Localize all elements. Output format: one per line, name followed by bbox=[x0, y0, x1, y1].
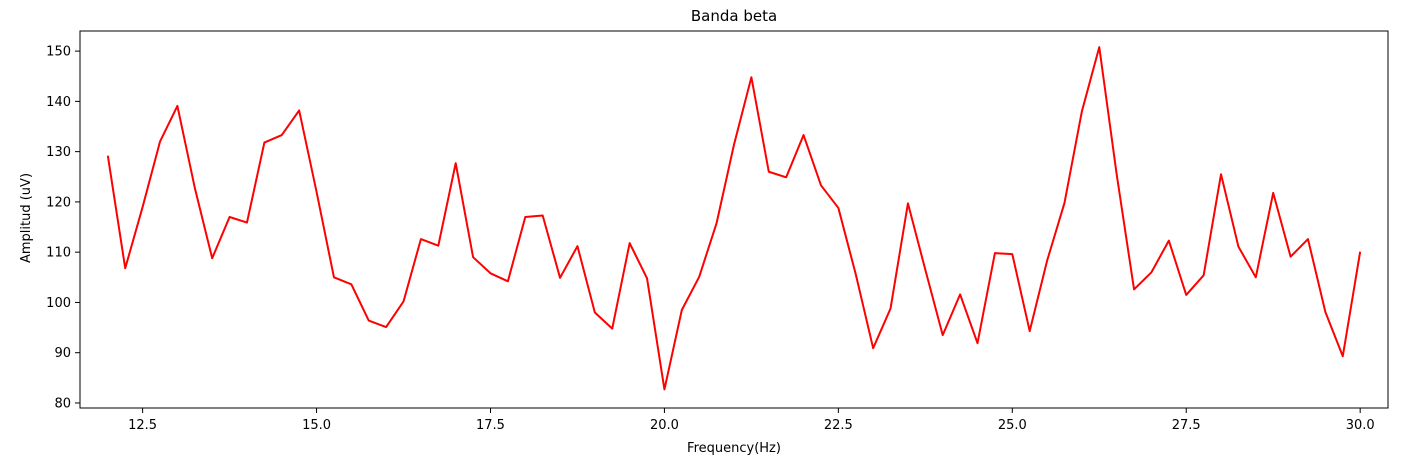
y-axis: 80 90 100 110 120 130 140 150 bbox=[46, 45, 80, 411]
x-tick-label: 27.5 bbox=[1172, 418, 1201, 433]
x-tick-label: 17.5 bbox=[476, 418, 505, 433]
chart-title: Banda beta bbox=[691, 7, 777, 25]
plot-frame bbox=[79, 30, 1389, 409]
y-tick-label: 110 bbox=[46, 246, 71, 261]
x-tick-label: 20.0 bbox=[650, 418, 679, 433]
y-tick-label: 90 bbox=[54, 346, 71, 361]
x-tick-label: 22.5 bbox=[824, 418, 853, 433]
x-tick-label: 12.5 bbox=[128, 418, 157, 433]
y-tick-label: 130 bbox=[46, 145, 71, 160]
x-tick-label: 30.0 bbox=[1346, 418, 1375, 433]
x-tick-label: 25.0 bbox=[998, 418, 1027, 433]
plot-area bbox=[79, 30, 1389, 409]
y-tick-label: 100 bbox=[46, 296, 71, 311]
x-axis: 12.5 15.0 17.5 20.0 22.5 25.0 27.5 30.0 bbox=[128, 408, 1375, 433]
y-axis-label: Amplitud (uV) bbox=[19, 173, 34, 263]
x-axis-label: Frequency(Hz) bbox=[687, 441, 781, 456]
y-tick-label: 120 bbox=[46, 195, 71, 210]
y-tick-label: 80 bbox=[54, 396, 71, 411]
y-tick-label: 150 bbox=[46, 45, 71, 60]
series-line-0 bbox=[106, 46, 1362, 391]
y-tick-label: 140 bbox=[46, 95, 71, 110]
x-tick-label: 15.0 bbox=[302, 418, 331, 433]
